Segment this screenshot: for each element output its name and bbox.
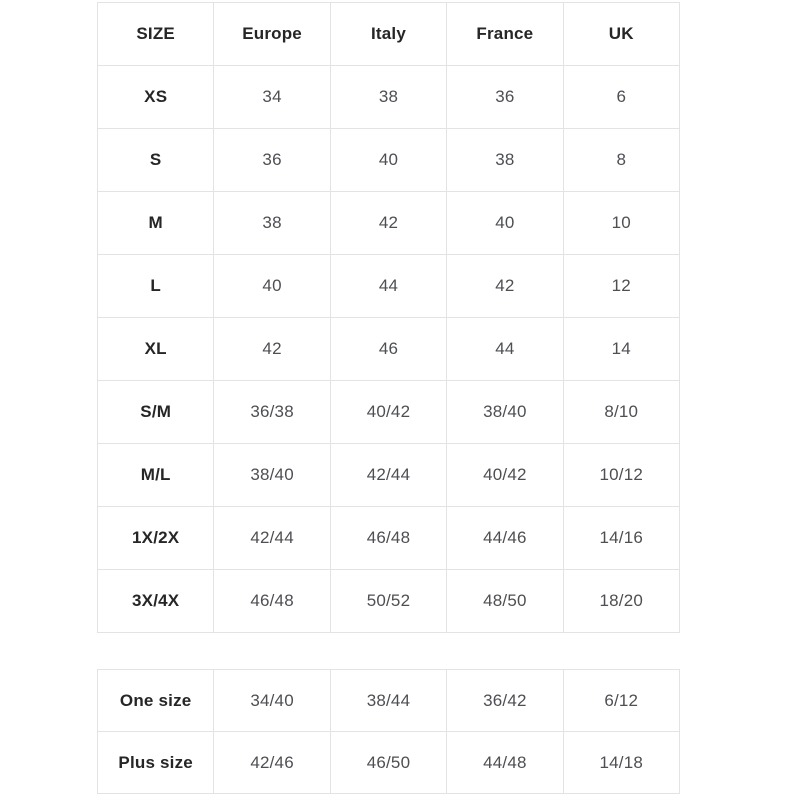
size-value-cell: 6/12: [562, 669, 681, 732]
size-value-cell: 10: [562, 191, 681, 255]
table-row: M/L 38/40 42/44 40/42 10/12: [96, 443, 681, 507]
size-value-cell: 44: [329, 254, 448, 318]
size-value-cell: 36/38: [213, 380, 331, 444]
size-value-cell: 42: [213, 317, 331, 381]
size-value-cell: 38/44: [329, 669, 448, 732]
row-label: XL: [96, 317, 215, 381]
column-header-size: SIZE: [96, 2, 215, 66]
size-value-cell: 8: [562, 128, 681, 192]
size-value-cell: 38: [446, 128, 564, 192]
row-label: S/M: [96, 380, 215, 444]
table-row: M 38 42 40 10: [96, 191, 681, 255]
size-conversion-table: SIZE Europe Italy France UK XS 34 38 36 6 S 36…: [96, 2, 681, 633]
column-header-uk: UK: [562, 2, 681, 66]
special-size-table-body: One size 34/40 38/44 36/42 6/12 Plus size 42/4…: [96, 669, 681, 794]
table-row: 1X/2X 42/44 46/48 44/46 14/16: [96, 506, 681, 570]
row-label: Plus size: [96, 731, 215, 794]
size-value-cell: 6: [562, 65, 681, 129]
row-label: XS: [96, 65, 215, 129]
size-value-cell: 40: [213, 254, 331, 318]
size-value-cell: 50/52: [329, 569, 448, 633]
size-value-cell: 36: [213, 128, 331, 192]
table-row: 3X/4X 46/48 50/52 48/50 18/20: [96, 569, 681, 633]
table-row: XS 34 38 36 6: [96, 65, 681, 129]
size-value-cell: 38/40: [446, 380, 564, 444]
size-value-cell: 36/42: [446, 669, 564, 732]
table-row: S 36 40 38 8: [96, 128, 681, 192]
size-value-cell: 40: [446, 191, 564, 255]
size-value-cell: 48/50: [446, 569, 564, 633]
row-label: One size: [96, 669, 215, 732]
size-value-cell: 10/12: [562, 443, 681, 507]
size-value-cell: 14/18: [562, 731, 681, 794]
size-value-cell: 12: [562, 254, 681, 318]
row-label: M/L: [96, 443, 215, 507]
size-table-header: SIZE Europe Italy France UK: [96, 2, 681, 66]
size-value-cell: 40: [329, 128, 448, 192]
size-value-cell: 8/10: [562, 380, 681, 444]
size-value-cell: 42/46: [213, 731, 331, 794]
table-row: S/M 36/38 40/42 38/40 8/10: [96, 380, 681, 444]
size-value-cell: 38: [329, 65, 448, 129]
row-label: 3X/4X: [96, 569, 215, 633]
size-value-cell: 44/46: [446, 506, 564, 570]
table-row: L 40 44 42 12: [96, 254, 681, 318]
column-header-italy: Italy: [329, 2, 448, 66]
size-value-cell: 34: [213, 65, 331, 129]
table-row: One size 34/40 38/44 36/42 6/12: [96, 669, 681, 732]
size-value-cell: 38: [213, 191, 331, 255]
size-value-cell: 38/40: [213, 443, 331, 507]
row-label: 1X/2X: [96, 506, 215, 570]
size-value-cell: 44/48: [446, 731, 564, 794]
row-label: L: [96, 254, 215, 318]
size-value-cell: 46: [329, 317, 448, 381]
column-header-france: France: [446, 2, 564, 66]
table-row: Plus size 42/46 46/50 44/48 14/18: [96, 731, 681, 794]
size-value-cell: 46/48: [329, 506, 448, 570]
size-value-cell: 14/16: [562, 506, 681, 570]
size-value-cell: 42: [329, 191, 448, 255]
size-value-cell: 40/42: [329, 380, 448, 444]
size-table-body: XS 34 38 36 6 S 36 40 38 8 M 38 42 40 10 L 40 44 42 12 XL 42 4…: [96, 65, 681, 633]
size-value-cell: 46/48: [213, 569, 331, 633]
size-value-cell: 36: [446, 65, 564, 129]
size-value-cell: 46/50: [329, 731, 448, 794]
row-label: S: [96, 128, 215, 192]
size-value-cell: 40/42: [446, 443, 564, 507]
size-value-cell: 42: [446, 254, 564, 318]
size-value-cell: 34/40: [213, 669, 331, 732]
column-header-europe: Europe: [213, 2, 331, 66]
size-value-cell: 18/20: [562, 569, 681, 633]
size-value-cell: 14: [562, 317, 681, 381]
size-value-cell: 44: [446, 317, 564, 381]
table-row: XL 42 46 44 14: [96, 317, 681, 381]
header-row: SIZE Europe Italy France UK: [96, 2, 681, 66]
size-value-cell: 42/44: [213, 506, 331, 570]
size-value-cell: 42/44: [329, 443, 448, 507]
special-size-conversion-table: One size 34/40 38/44 36/42 6/12 Plus size 42/4…: [96, 669, 681, 794]
row-label: M: [96, 191, 215, 255]
